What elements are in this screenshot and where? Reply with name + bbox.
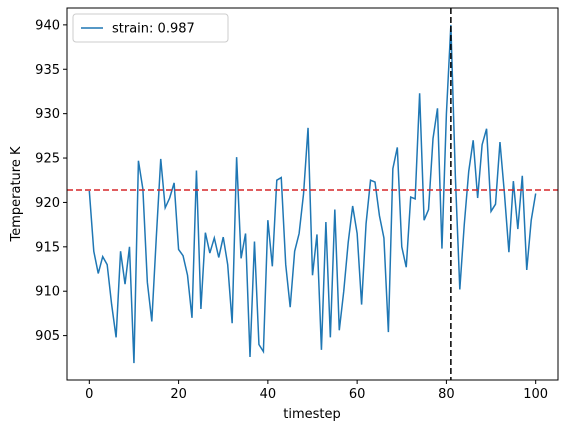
x-tick-label: 100 bbox=[523, 387, 548, 402]
y-tick-label: 930 bbox=[35, 107, 60, 122]
x-axis-label: timestep bbox=[283, 407, 341, 422]
x-tick-label: 80 bbox=[438, 387, 455, 402]
legend: strain: 0.987 bbox=[72, 13, 229, 43]
y-tick-label: 940 bbox=[35, 18, 60, 33]
data-line bbox=[88, 24, 537, 364]
y-tick-label: 920 bbox=[35, 196, 60, 211]
x-tick-label: 20 bbox=[170, 387, 187, 402]
x-tick-label: 40 bbox=[260, 387, 277, 402]
x-tick-label: 0 bbox=[85, 387, 93, 402]
axes-frame bbox=[66, 7, 559, 381]
y-tick-label: 925 bbox=[35, 152, 60, 167]
y-axis-label: Temperature K bbox=[9, 146, 24, 242]
y-tick-label: 910 bbox=[35, 285, 60, 300]
legend-box bbox=[72, 13, 229, 43]
y-tick-label: 915 bbox=[35, 240, 60, 255]
x-tick-label: 60 bbox=[349, 387, 366, 402]
legend-label: strain: 0.987 bbox=[112, 22, 195, 37]
y-tick-label: 905 bbox=[35, 329, 60, 344]
y-tick-label: 935 bbox=[35, 63, 60, 78]
